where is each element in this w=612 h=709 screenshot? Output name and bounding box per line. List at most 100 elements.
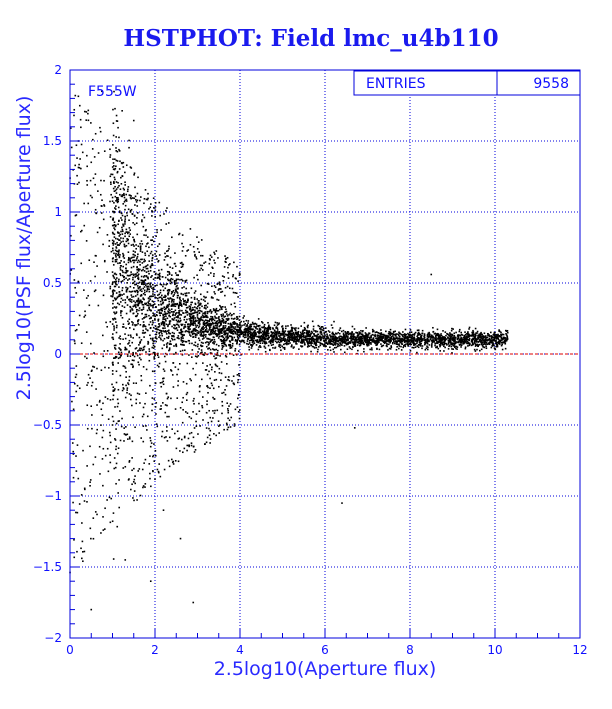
data-point [158, 277, 161, 280]
data-point [206, 282, 209, 285]
data-point [467, 341, 470, 344]
data-point [188, 323, 190, 325]
data-point [217, 333, 219, 335]
data-point [410, 338, 413, 340]
data-point [481, 333, 484, 336]
data-point [126, 214, 129, 217]
data-point [365, 333, 368, 335]
data-point [367, 341, 370, 344]
data-point [439, 350, 442, 352]
data-point [460, 333, 463, 336]
data-point [92, 517, 95, 519]
data-point [116, 199, 118, 201]
data-point [229, 347, 232, 349]
data-point [406, 338, 409, 341]
data-point [227, 376, 230, 378]
data-point [196, 315, 199, 317]
data-point [137, 319, 140, 321]
data-point [229, 403, 232, 405]
data-point [207, 337, 210, 340]
data-point [376, 343, 378, 345]
data-point [382, 336, 385, 339]
data-point [497, 337, 499, 340]
data-point [216, 365, 219, 368]
data-point [168, 335, 170, 338]
data-point [209, 348, 212, 351]
data-point [222, 326, 225, 329]
data-point [152, 306, 154, 309]
data-point [464, 333, 467, 336]
data-point [214, 286, 217, 289]
data-point [307, 331, 310, 334]
data-point [450, 335, 453, 337]
data-point [287, 325, 289, 327]
data-point [365, 327, 367, 329]
data-point [84, 314, 87, 317]
data-point [476, 332, 478, 334]
data-point [308, 341, 311, 343]
data-point [291, 328, 293, 330]
data-point [431, 343, 433, 345]
data-point [131, 197, 134, 199]
data-point [253, 335, 256, 338]
data-point [139, 261, 141, 263]
data-point [251, 335, 254, 338]
data-point [168, 349, 170, 352]
data-point [483, 336, 485, 339]
data-point [198, 304, 201, 306]
data-point [417, 331, 420, 334]
data-point [169, 282, 172, 285]
data-point [141, 303, 144, 306]
data-point [190, 310, 192, 313]
data-point [263, 340, 266, 343]
data-point [156, 290, 159, 293]
data-point [124, 367, 127, 369]
data-point [291, 330, 293, 333]
data-point [110, 497, 113, 500]
data-point [74, 329, 77, 332]
data-point [434, 332, 437, 335]
data-point [361, 337, 364, 340]
data-point [218, 333, 221, 335]
data-point [181, 333, 184, 336]
data-point [481, 341, 483, 344]
data-point [181, 354, 184, 356]
data-point [439, 345, 441, 348]
data-point [180, 324, 183, 327]
data-point [279, 332, 282, 335]
data-point [76, 550, 78, 553]
data-point [343, 351, 346, 354]
data-point [135, 259, 138, 261]
data-point [262, 340, 265, 342]
data-point [416, 342, 418, 345]
data-point [121, 287, 124, 289]
data-point [198, 385, 201, 388]
data-point [255, 323, 258, 325]
data-point [259, 346, 262, 348]
data-point [140, 375, 143, 377]
data-point [163, 322, 166, 325]
data-point [389, 337, 391, 339]
data-point [437, 347, 440, 350]
data-point [116, 398, 119, 401]
data-point [114, 406, 116, 408]
data-point [113, 273, 116, 275]
data-point [165, 307, 168, 309]
data-point [222, 319, 225, 322]
data-point [155, 235, 157, 237]
data-point [256, 335, 258, 338]
data-point [152, 340, 155, 342]
data-point [115, 256, 117, 258]
data-point [256, 341, 258, 343]
data-point [192, 308, 195, 311]
data-point [132, 354, 134, 356]
data-point [411, 335, 414, 338]
data-point [156, 231, 158, 234]
data-point [157, 320, 160, 322]
data-point [214, 292, 216, 295]
data-point [125, 267, 127, 270]
data-point [214, 330, 216, 333]
data-point [223, 316, 225, 318]
data-point [194, 290, 197, 292]
data-point [182, 334, 185, 337]
